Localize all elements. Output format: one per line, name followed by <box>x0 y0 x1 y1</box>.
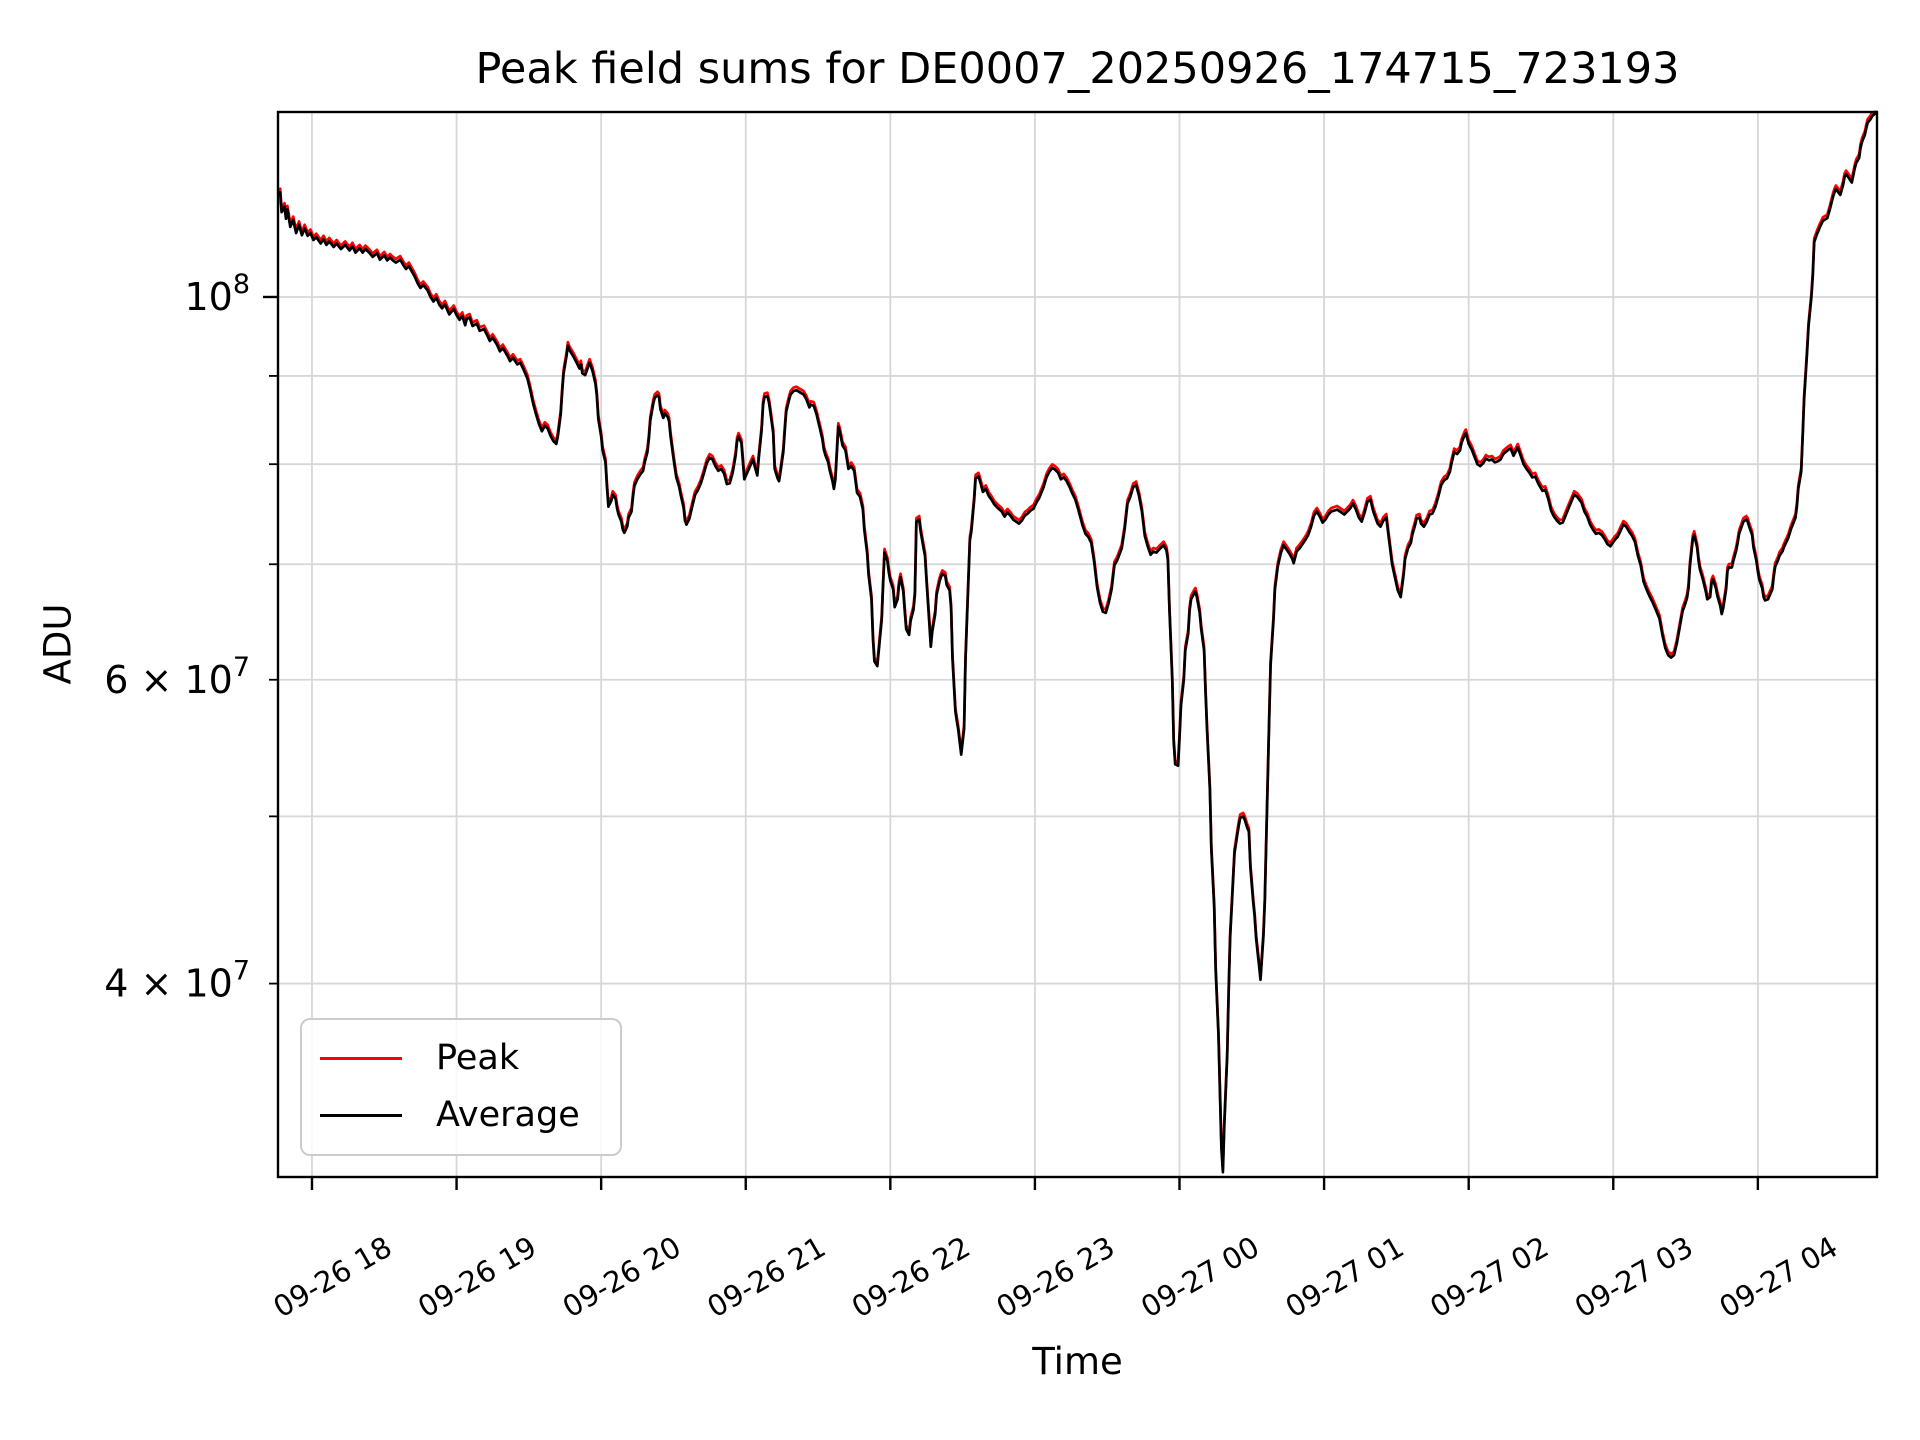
peak-line-swatch <box>320 1057 402 1060</box>
y-axis-label: ADU <box>36 603 80 685</box>
y-tick-label: 6 × 107 <box>104 652 250 702</box>
legend-label-average: Average <box>436 1095 580 1135</box>
legend-label-peak: Peak <box>436 1038 520 1078</box>
x-axis-label: Time <box>1032 1340 1123 1383</box>
axes-spines <box>276 110 1879 1179</box>
legend-entry-average: Average <box>320 1091 602 1141</box>
average-series-line <box>278 110 1878 1174</box>
y-tick-label: 108 <box>184 269 250 319</box>
y-tick-label: 4 × 107 <box>104 956 250 1006</box>
average-line-swatch <box>320 1114 402 1117</box>
chart-title: Peak field sums for DE0007_20250926_1747… <box>475 44 1680 94</box>
legend-entry-peak: Peak <box>320 1034 602 1084</box>
legend: Peak Average <box>300 1018 622 1156</box>
